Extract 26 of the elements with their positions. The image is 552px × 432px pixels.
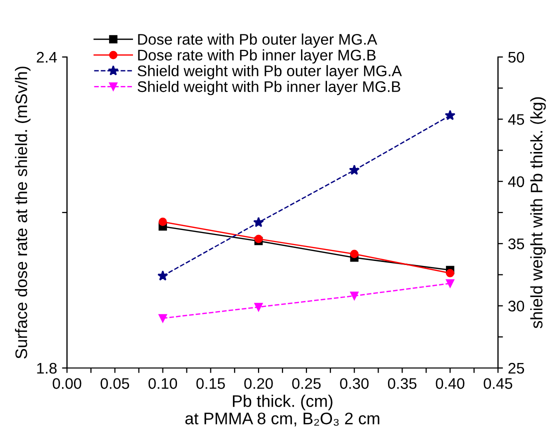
y2-tick-label: 45 [508, 114, 524, 125]
y-axis-title: Surface dose rate at the shield. (mSv/h) [14, 66, 30, 359]
text: at PMMA 8 cm, B₂O₃ 2 cm [185, 412, 380, 426]
y2-tick-label: 40 [508, 176, 524, 188]
legend-label: Shield weight with Pb inner layer MG.B [138, 80, 400, 96]
x-tick-label: 0.40 [436, 378, 464, 389]
y2-axis-title: shield weight with Pb thick. (kg) [530, 97, 546, 328]
x-tick-label: 0.00 [52, 378, 82, 389]
y-tick-label: 1.8 [37, 362, 57, 374]
x-tick-label: 0.25 [292, 378, 321, 389]
x-tick-label: 0.30 [340, 378, 369, 389]
x-tick-label: 0.10 [148, 378, 178, 389]
y2-tick-label: 35 [508, 238, 524, 250]
x-tick-label: 0.45 [484, 378, 512, 389]
x-tick-label: 0.15 [196, 378, 225, 389]
y2-tick-label: 30 [508, 300, 524, 312]
y-tick-label: 2.4 [36, 52, 57, 63]
legend-label: Dose rate with Pb outer layer MG.A [138, 34, 378, 48]
x-tick-label: 0.05 [100, 378, 130, 389]
y2-tick-label: 50 [508, 52, 524, 63]
legend-label: Shield weight with Pb outer layer MG.A [138, 65, 402, 80]
x-tick-label: 0.20 [244, 378, 273, 389]
legend-label: Dose rate with Pb inner layer MG.B [138, 49, 376, 64]
y2-tick-label: 25 [508, 362, 524, 374]
x-axis-title: Pb thick. (cm) [232, 394, 332, 410]
x-tick-label: 0.35 [388, 378, 416, 389]
